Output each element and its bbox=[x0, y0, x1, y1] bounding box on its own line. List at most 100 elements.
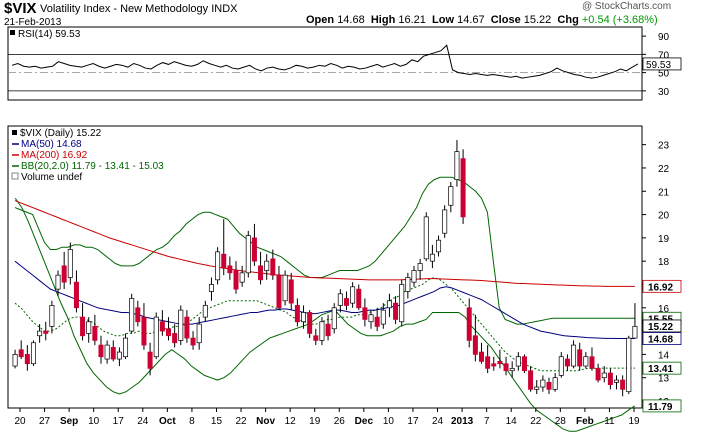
rsi-tick-label: 50 bbox=[658, 69, 670, 80]
candle-up bbox=[202, 305, 208, 318]
low-value: 14.67 bbox=[457, 14, 485, 26]
candle-down bbox=[159, 321, 165, 332]
candle-down bbox=[564, 358, 570, 367]
candle-up bbox=[380, 309, 386, 325]
ma200-line bbox=[14, 200, 636, 287]
x-tick-label: 10 bbox=[383, 416, 395, 427]
candle-up bbox=[436, 239, 442, 253]
ma200-tag-box bbox=[642, 279, 682, 293]
candle-up bbox=[104, 344, 110, 360]
candle-down bbox=[362, 307, 368, 320]
ohlc-summary: Open 14.68 High 16.21 Low 14.67 Close 15… bbox=[306, 14, 658, 26]
x-tick-label: Oct bbox=[159, 416, 176, 427]
rsi-line bbox=[11, 44, 639, 79]
candle-down bbox=[528, 370, 534, 390]
candle-down bbox=[190, 337, 196, 346]
candle-down bbox=[24, 354, 30, 365]
candle-up bbox=[55, 274, 61, 290]
candle-up bbox=[558, 356, 564, 376]
x-tick-label: 17 bbox=[407, 416, 419, 427]
x-tick-label: Nov bbox=[256, 416, 275, 427]
candle-up bbox=[350, 286, 356, 304]
candle-down bbox=[221, 253, 227, 269]
candle-down bbox=[595, 368, 601, 381]
x-tick-label: 24 bbox=[137, 416, 149, 427]
ticker-symbol: $VIX bbox=[4, 0, 37, 17]
x-tick-label: Dec bbox=[355, 416, 374, 427]
candle-down bbox=[276, 274, 282, 309]
candle-up bbox=[67, 249, 73, 278]
candle-up bbox=[632, 326, 638, 339]
candle-up bbox=[264, 260, 270, 271]
open-value: 14.68 bbox=[337, 14, 365, 26]
candle-up bbox=[540, 379, 546, 388]
bb-lower-tag: 11.79 bbox=[648, 402, 673, 413]
rsi-tick-label: 90 bbox=[658, 32, 670, 43]
candle-down bbox=[147, 351, 153, 369]
candle-up bbox=[386, 300, 392, 309]
candle-up bbox=[515, 356, 521, 367]
high-value: 16.21 bbox=[398, 14, 426, 26]
rsi-legend-swatch bbox=[10, 30, 15, 35]
candle-up bbox=[368, 314, 374, 323]
candle-down bbox=[270, 258, 276, 276]
close-label: Close bbox=[490, 14, 521, 26]
candle-up bbox=[37, 330, 43, 337]
candle-down bbox=[258, 265, 264, 281]
candle-up bbox=[614, 379, 620, 383]
x-tick-label: 12 bbox=[285, 416, 297, 427]
x-tick-label: 27 bbox=[39, 416, 51, 427]
price-tick-label: 22 bbox=[658, 164, 670, 175]
candle-down bbox=[251, 237, 257, 262]
candle-down bbox=[479, 351, 484, 362]
volume-legend: Volume undef bbox=[21, 172, 82, 183]
x-tick-label: 19 bbox=[309, 416, 321, 427]
close-value: 15.22 bbox=[523, 14, 552, 26]
candle-up bbox=[116, 351, 122, 360]
close-tag-box bbox=[642, 319, 682, 333]
copyright-label: @ StockCharts.com bbox=[582, 1, 672, 12]
security-name: Volatility Index - New Methodology INDX bbox=[40, 3, 238, 15]
candle-up bbox=[282, 274, 288, 302]
candle-up bbox=[509, 368, 515, 372]
price-tick-label: 19 bbox=[658, 234, 670, 245]
candle-up bbox=[552, 377, 558, 390]
x-tick-label: 22 bbox=[530, 416, 542, 427]
candle-up bbox=[442, 209, 448, 234]
price-tick-label: 18 bbox=[658, 257, 670, 268]
candle-down bbox=[172, 333, 178, 344]
price-panel: 12 13 14 15 16 17 18 19 20 21 22 23 20 27 Sep 10 17 24 Oct… bbox=[7, 125, 682, 432]
candle-down bbox=[521, 356, 527, 372]
x-tick-label: 14 bbox=[506, 416, 518, 427]
rsi-frame bbox=[7, 26, 643, 101]
candle-down bbox=[307, 312, 313, 334]
candle-down bbox=[288, 279, 294, 304]
candle-up bbox=[319, 321, 325, 341]
candle-down bbox=[294, 305, 300, 323]
candle-up bbox=[423, 216, 429, 260]
candle-up bbox=[448, 186, 454, 206]
candle-down bbox=[233, 270, 239, 290]
candle-down bbox=[374, 316, 380, 327]
x-tick-label: 8 bbox=[189, 416, 195, 427]
x-tick-label: 19 bbox=[628, 416, 640, 427]
rsi-legend: RSI(14) 59.53 bbox=[18, 29, 81, 40]
candle-up bbox=[245, 235, 251, 274]
candle-up bbox=[153, 316, 159, 358]
bb-upper-line bbox=[14, 176, 636, 325]
x-tick-label: 24 bbox=[432, 416, 444, 427]
x-tick-label: 10 bbox=[88, 416, 100, 427]
price-tick-label: 14 bbox=[658, 350, 670, 361]
candle-down bbox=[497, 361, 503, 365]
rsi-tick-label: 70 bbox=[658, 50, 670, 61]
x-tick-label: 7 bbox=[484, 416, 490, 427]
chart-date: 21-Feb-2013 bbox=[4, 17, 62, 28]
candle-down bbox=[80, 316, 86, 337]
x-tick-label: 28 bbox=[555, 416, 567, 427]
candle-up bbox=[454, 151, 460, 180]
price-tick-label: 13 bbox=[658, 374, 670, 385]
price-tick-label: 20 bbox=[658, 211, 670, 222]
candle-up bbox=[626, 337, 632, 393]
price-legend-swatch bbox=[12, 130, 17, 135]
candle-up bbox=[301, 312, 307, 323]
